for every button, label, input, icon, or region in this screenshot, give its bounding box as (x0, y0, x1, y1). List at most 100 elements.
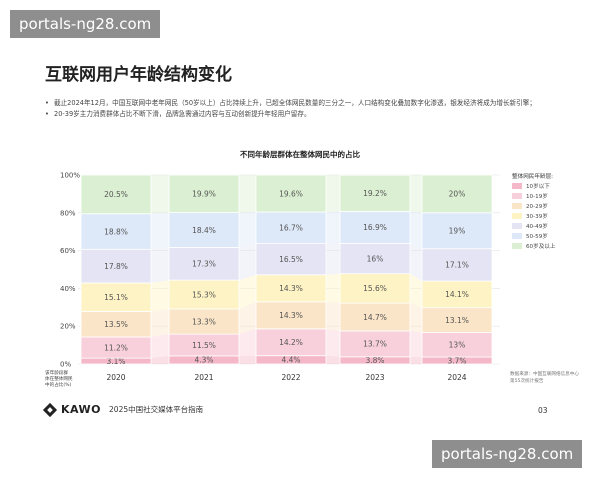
x-tick-label: 2021 (194, 373, 213, 382)
y-tick-label: 80% (60, 209, 76, 217)
data-label: 19.9% (192, 190, 216, 199)
bar-segment (339, 273, 411, 304)
flow-band (151, 355, 169, 364)
data-label: 19% (449, 227, 466, 236)
flow-band (326, 175, 340, 213)
data-label: 14.2% (279, 338, 303, 347)
bar-segment (80, 174, 152, 215)
footer-subtitle: 2025中国社交媒体平台指南 (109, 405, 204, 414)
data-label: 15.6% (363, 284, 387, 293)
brand-name: KAWO (61, 403, 102, 416)
bar-segment (339, 330, 411, 358)
watermark-top: portals-ng28.com (10, 10, 161, 38)
page-number: 03 (538, 406, 548, 415)
flow-band (410, 243, 422, 282)
bullet-list: • 截止2024年12月，中国互联网中老年网民（50岁以上）占比持续上升，已超全… (45, 98, 565, 120)
bullet-item: • 截止2024年12月，中国互联网中老年网民（50岁以上）占比持续上升，已超全… (45, 98, 565, 109)
legend-swatch (512, 203, 522, 209)
flow-band (326, 243, 340, 275)
data-label: 13% (449, 341, 466, 350)
flow-band (239, 212, 256, 248)
data-label: 19.6% (279, 189, 303, 198)
legend-title: 整体网民年龄层: (512, 172, 553, 180)
page-title: 互联网用户年龄结构变化 (45, 65, 232, 85)
bar-segment (421, 248, 493, 282)
y-tick-label: 100% (60, 172, 80, 180)
legend-label: 40-49岁 (526, 222, 548, 230)
data-label: 14.7% (363, 313, 387, 322)
x-axis-note: 体在整体网民 (45, 375, 73, 382)
bar-segment (421, 174, 493, 214)
watermark-bottom: portals-ng28.com (432, 440, 583, 468)
flow-band (239, 243, 256, 281)
flow-band (410, 356, 422, 364)
data-label: 20.5% (104, 190, 128, 199)
data-label: 3.1% (106, 357, 125, 366)
flow-band (326, 273, 340, 304)
legend-label: 60岁及以上 (526, 242, 556, 250)
bar-segment (339, 302, 411, 332)
data-label: 13.7% (363, 340, 387, 349)
data-label: 18.8% (104, 227, 128, 236)
data-label: 3.7% (447, 356, 466, 365)
x-axis-note: 中的占比(%) (45, 381, 72, 388)
y-tick-label: 20% (60, 323, 76, 331)
flow-band (239, 301, 256, 335)
flow-band (410, 273, 422, 308)
data-label: 3.8% (365, 356, 384, 365)
y-tick-label: 0% (60, 361, 71, 369)
footer-brand: KAWO 2025中国社交媒体平台指南 (42, 402, 204, 417)
flow-band (239, 328, 256, 356)
flow-band (239, 274, 256, 310)
bar-segment (168, 174, 240, 214)
data-label: 13.5% (104, 320, 128, 329)
bar-segment (168, 212, 240, 248)
bar-segment (80, 248, 152, 284)
bullet-dot: • (45, 99, 49, 107)
x-axis-note: 该年龄段群 (45, 369, 68, 376)
bullet-text: 截止2024年12月，中国互联网中老年网民（50岁以上）占比持续上升，已超全体网… (54, 99, 536, 107)
x-tick-label: 2022 (281, 373, 300, 382)
flow-band (151, 280, 169, 312)
data-label: 16.7% (279, 224, 303, 233)
bar-segment (255, 301, 327, 330)
data-label: 18.4% (192, 226, 216, 235)
flow-band (151, 212, 169, 250)
legend-swatch (512, 223, 522, 229)
bullet-text: 20-39岁主力消费群体占比不断下滑，品牌急需通过内容与互动创新提升年轻用户留存… (54, 110, 311, 118)
bar-segment (80, 213, 152, 250)
bar-segment (168, 308, 240, 335)
bar-segment (168, 279, 240, 310)
flow-band (326, 211, 340, 244)
data-label: 17.1% (445, 261, 469, 270)
bar-segment (421, 280, 493, 309)
data-label: 14.3% (279, 284, 303, 293)
source-note: 数据来源：中国互联网络信息中心第55次统计报告 (510, 372, 579, 384)
legend-swatch (512, 183, 522, 189)
data-label: 4.3% (194, 356, 213, 365)
data-label: 11.5% (192, 341, 216, 350)
legend-swatch (512, 243, 522, 249)
bullet-item: • 20-39岁主力消费群体占比不断下滑，品牌急需通过内容与互动创新提升年轻用户… (45, 109, 565, 120)
legend-swatch (512, 193, 522, 199)
legend-label: 20-29岁 (526, 202, 548, 210)
data-label: 17.8% (104, 262, 128, 271)
chart-title: 不同年龄层群体在整体网民中的占比 (240, 149, 360, 159)
bullet-dot: • (45, 110, 49, 118)
flow-band (410, 211, 422, 249)
bar-segment (255, 174, 327, 213)
legend-label: 10-19岁 (526, 192, 548, 200)
data-label: 13.3% (192, 317, 216, 326)
flow-band (239, 175, 256, 213)
flow-band (151, 175, 169, 214)
data-label: 16.5% (279, 255, 303, 264)
data-label: 13.1% (445, 316, 469, 325)
legend-swatch (512, 233, 522, 239)
data-label: 17.3% (192, 260, 216, 269)
bar-segment (421, 332, 493, 358)
bar-segment (255, 243, 327, 276)
y-tick-label: 40% (60, 285, 76, 293)
flow-band (326, 301, 340, 331)
data-label: 15.3% (192, 290, 216, 299)
